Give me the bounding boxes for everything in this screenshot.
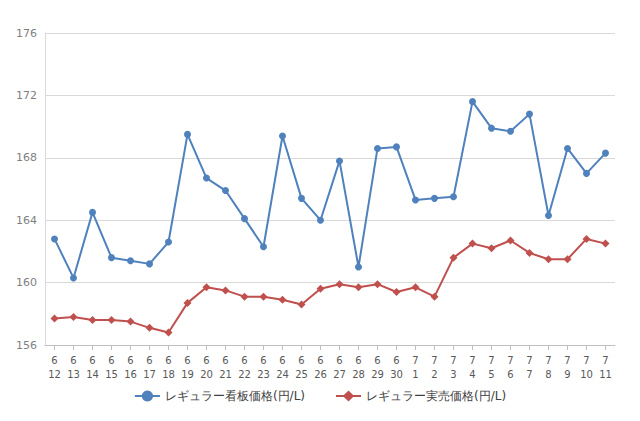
svg-text:6: 6 [51,355,57,366]
svg-text:6: 6 [393,355,399,366]
svg-text:7: 7 [469,355,475,366]
svg-text:13: 13 [67,369,80,380]
svg-text:2: 2 [431,369,437,380]
svg-text:7: 7 [526,369,532,380]
svg-text:29: 29 [371,369,384,380]
svg-text:6: 6 [184,355,190,366]
svg-text:18: 18 [162,369,175,380]
svg-text:168: 168 [16,151,37,164]
svg-text:164: 164 [16,214,37,227]
svg-text:6: 6 [279,355,285,366]
svg-text:20: 20 [200,369,213,380]
svg-text:160: 160 [16,276,37,289]
svg-text:15: 15 [105,369,118,380]
svg-text:6: 6 [203,355,209,366]
svg-text:7: 7 [526,355,532,366]
svg-text:26: 26 [314,369,327,380]
svg-text:11: 11 [599,369,612,380]
svg-text:7: 7 [564,355,570,366]
svg-text:10: 10 [580,369,593,380]
svg-text:6: 6 [108,355,114,366]
svg-text:7: 7 [545,355,551,366]
svg-text:7: 7 [431,355,437,366]
svg-text:7: 7 [583,355,589,366]
svg-text:156: 156 [16,339,37,352]
svg-text:4: 4 [469,369,475,380]
svg-text:24: 24 [276,369,289,380]
svg-text:5: 5 [488,369,494,380]
svg-text:27: 27 [333,369,346,380]
svg-text:25: 25 [295,369,308,380]
svg-text:23: 23 [257,369,270,380]
svg-text:16: 16 [124,369,137,380]
svg-text:6: 6 [260,355,266,366]
svg-text:7: 7 [488,355,494,366]
svg-text:6: 6 [222,355,228,366]
svg-text:30: 30 [390,369,403,380]
svg-text:7: 7 [450,355,456,366]
svg-text:レギュラー看板価格(円/L): レギュラー看板価格(円/L) [165,389,305,403]
svg-text:6: 6 [507,369,513,380]
svg-text:172: 172 [16,89,37,102]
svg-text:6: 6 [298,355,304,366]
svg-text:22: 22 [238,369,251,380]
svg-text:6: 6 [70,355,76,366]
svg-text:6: 6 [89,355,95,366]
svg-text:19: 19 [181,369,194,380]
svg-text:17: 17 [143,369,156,380]
svg-text:7: 7 [507,355,513,366]
svg-text:6: 6 [165,355,171,366]
svg-text:6: 6 [355,355,361,366]
svg-text:6: 6 [146,355,152,366]
svg-text:6: 6 [317,355,323,366]
svg-text:21: 21 [219,369,232,380]
svg-text:6: 6 [241,355,247,366]
svg-text:レギュラー実売価格(円/L): レギュラー実売価格(円/L) [366,389,506,403]
svg-text:8: 8 [545,369,551,380]
svg-text:7: 7 [602,355,608,366]
svg-text:9: 9 [564,369,570,380]
svg-text:14: 14 [86,369,99,380]
svg-text:3: 3 [450,369,456,380]
svg-text:1: 1 [412,369,418,380]
svg-text:12: 12 [48,369,61,380]
svg-text:6: 6 [127,355,133,366]
svg-text:6: 6 [374,355,380,366]
svg-text:6: 6 [336,355,342,366]
svg-text:7: 7 [412,355,418,366]
svg-text:176: 176 [16,27,37,40]
svg-text:28: 28 [352,369,365,380]
